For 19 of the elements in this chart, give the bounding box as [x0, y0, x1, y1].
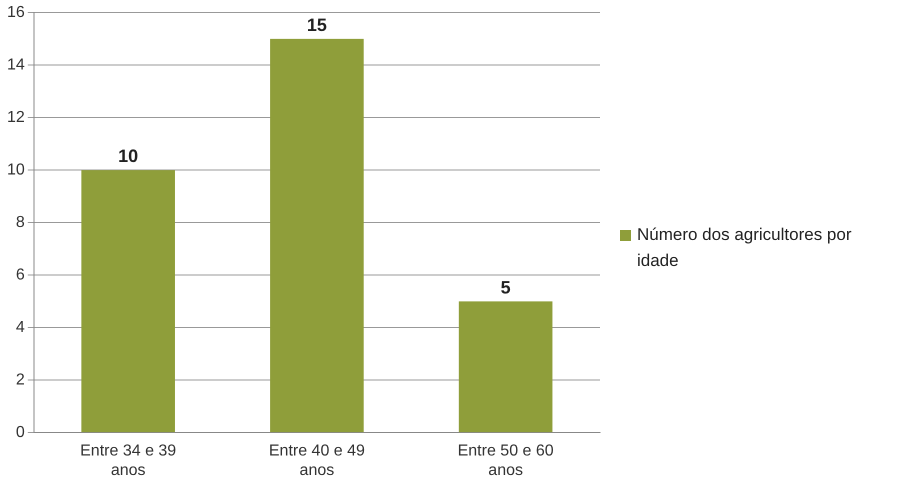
y-tick-label: 2 — [16, 372, 25, 389]
y-tick-label: 12 — [7, 109, 25, 126]
bar — [458, 301, 552, 432]
x-tick-label: Entre 50 e 60 anos — [458, 442, 554, 479]
data-label: 15 — [306, 14, 327, 35]
data-label: 5 — [500, 277, 511, 298]
y-tick-label: 10 — [7, 162, 25, 179]
data-label: 10 — [118, 146, 138, 166]
x-tick-label: Entre 40 e 49 anos — [268, 442, 366, 479]
y-tick-label: 14 — [7, 56, 25, 74]
y-tick-label: 6 — [16, 266, 25, 284]
y-tick-label: 8 — [16, 214, 25, 232]
y-tick-label: 0 — [16, 424, 25, 442]
bar — [270, 38, 364, 432]
legend-label: Número dos agricultores por idade — [637, 224, 852, 272]
y-tick-label: 16 — [7, 4, 25, 22]
y-tick-label: 4 — [16, 319, 25, 336]
bar — [81, 170, 175, 432]
x-tick-label: Entre 34 e 39 anos — [80, 442, 176, 479]
